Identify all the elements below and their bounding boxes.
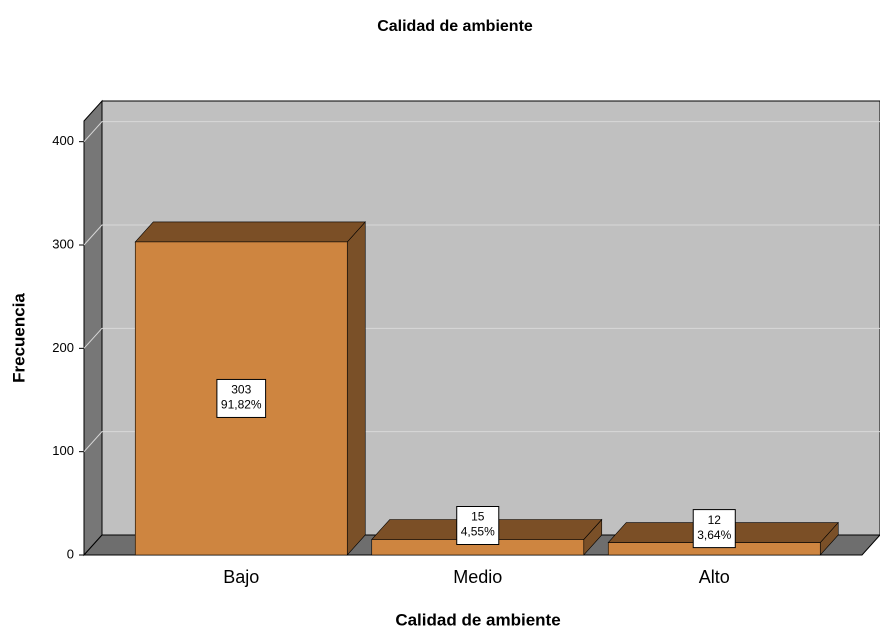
- grid-line: [83, 121, 880, 143]
- x-tick-label: Alto: [699, 567, 730, 587]
- data-label-box: [692, 509, 736, 549]
- y-axis-title: Frecuencia: [9, 293, 28, 383]
- grid-line: [83, 224, 880, 246]
- data-label: 15: [471, 510, 485, 524]
- x-tick-label: Medio: [453, 567, 502, 587]
- left-wall: [83, 99, 103, 557]
- y-tick-label: 200: [52, 340, 74, 355]
- y-tick-label: 400: [52, 133, 74, 148]
- chart-title: Calidad de ambiente: [377, 18, 533, 35]
- data-label: 91,82%: [221, 398, 262, 412]
- grid-line: [83, 431, 880, 453]
- data-label: 303: [231, 383, 251, 397]
- grid-line: [83, 327, 880, 349]
- data-label: 12: [708, 513, 722, 527]
- data-label-box: [216, 378, 267, 418]
- x-axis-title: Calidad de ambiente: [395, 610, 560, 629]
- y-tick-label: 0: [67, 546, 74, 561]
- y-tick-label: 100: [52, 443, 74, 458]
- y-tick-label: 300: [52, 236, 74, 251]
- data-label: 4,55%: [461, 525, 495, 539]
- data-label-box: [456, 506, 500, 545]
- x-tick-label: Bajo: [223, 567, 259, 587]
- bar-side: [346, 221, 366, 556]
- data-label: 3,64%: [697, 528, 731, 542]
- bar-top: [134, 221, 366, 243]
